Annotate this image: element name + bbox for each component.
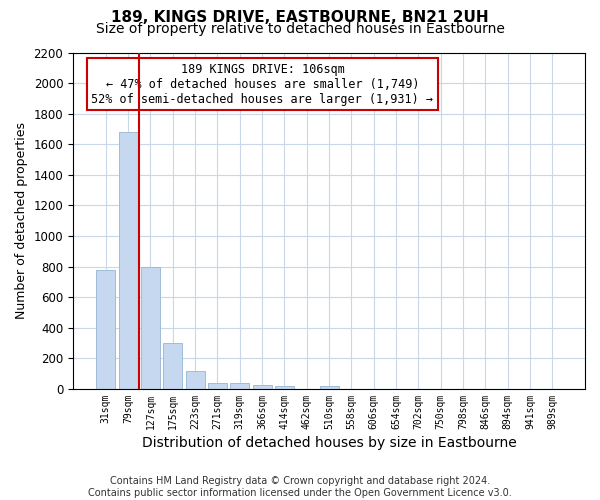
Text: 189, KINGS DRIVE, EASTBOURNE, BN21 2UH: 189, KINGS DRIVE, EASTBOURNE, BN21 2UH [111, 10, 489, 25]
Text: 189 KINGS DRIVE: 106sqm
← 47% of detached houses are smaller (1,749)
52% of semi: 189 KINGS DRIVE: 106sqm ← 47% of detache… [91, 62, 433, 106]
X-axis label: Distribution of detached houses by size in Eastbourne: Distribution of detached houses by size … [142, 436, 517, 450]
Bar [119, 132, 137, 389]
Bar [230, 383, 249, 389]
Bar [208, 383, 227, 389]
Bar [96, 270, 115, 389]
Bar [163, 343, 182, 389]
Bar [320, 386, 338, 389]
Text: Size of property relative to detached houses in Eastbourne: Size of property relative to detached ho… [95, 22, 505, 36]
Bar [253, 384, 272, 389]
Bar [141, 268, 160, 389]
Bar [185, 372, 205, 389]
Bar [275, 386, 294, 389]
Text: Contains HM Land Registry data © Crown copyright and database right 2024.
Contai: Contains HM Land Registry data © Crown c… [88, 476, 512, 498]
Y-axis label: Number of detached properties: Number of detached properties [15, 122, 28, 319]
